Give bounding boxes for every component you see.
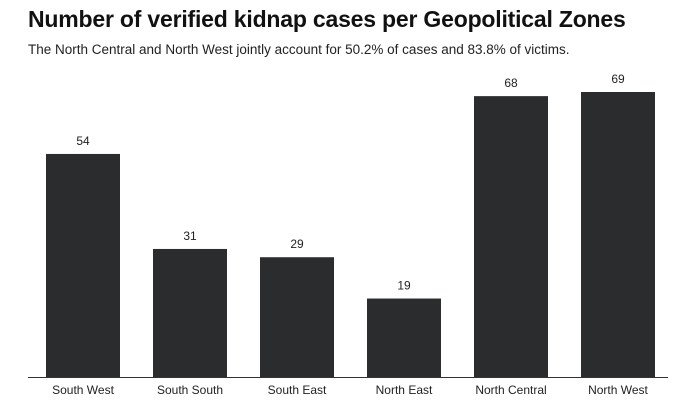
- data-label-south-south: 31: [183, 229, 197, 243]
- bar-north-central: [474, 96, 548, 377]
- x-tick-label-south-south: South South: [157, 383, 223, 397]
- data-label-north-east: 19: [397, 279, 411, 293]
- x-tick-label-south-east: South East: [268, 383, 327, 397]
- x-tick-label-north-east: North East: [376, 383, 433, 397]
- bar-north-west: [581, 92, 655, 377]
- chart-title: Number of verified kidnap cases per Geop…: [28, 6, 626, 32]
- chart-subtitle: The North Central and North West jointly…: [28, 42, 570, 57]
- x-tick-label-south-west: South West: [52, 383, 114, 397]
- x-tick-label-north-central: North Central: [475, 383, 546, 397]
- x-tick-label-north-west: North West: [588, 383, 648, 397]
- bar-south-south: [153, 248, 227, 377]
- bars-group: 54 South West 31 South South 29 South East 19 N…: [46, 72, 655, 397]
- data-label-south-west: 54: [76, 134, 90, 148]
- bar-south-west: [46, 153, 120, 377]
- data-label-north-central: 68: [504, 76, 518, 90]
- data-label-south-east: 29: [290, 237, 304, 251]
- bar-south-east: [260, 257, 334, 377]
- bar-north-east: [367, 298, 441, 377]
- data-label-north-west: 69: [611, 72, 625, 86]
